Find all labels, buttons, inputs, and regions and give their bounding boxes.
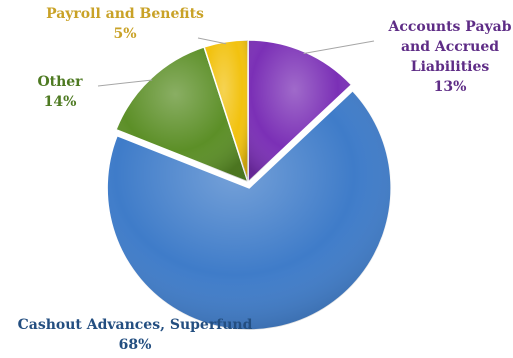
slice-label-line: and Accrued — [401, 39, 499, 55]
slice-label: Cashout Advances, Superfund 68% — [18, 317, 253, 353]
leader-line — [97, 79, 153, 87]
slice-percent: 5% — [113, 26, 136, 42]
slice-percent: 68% — [119, 337, 152, 353]
pie-slice-shading — [107, 90, 392, 330]
slice-percent: 13% — [434, 79, 467, 95]
pie-slice-shading — [204, 40, 248, 182]
slice-label: Accounts Payab and Accrued Liabilities 13% — [387, 19, 511, 95]
slice-label-line: Liabilities — [411, 59, 490, 75]
slice-label: Other 14% — [37, 74, 83, 110]
slice-label: Payroll and Benefits 5% — [46, 6, 204, 42]
slice-label-line: Accounts Payab — [387, 19, 511, 35]
leader-line — [197, 37, 227, 45]
slice-label-line: Cashout Advances, Superfund — [18, 317, 253, 333]
pie-slice-shading — [248, 40, 352, 182]
slice-percent: 14% — [44, 94, 77, 110]
leader-line — [303, 40, 375, 55]
slice-label-line: Payroll and Benefits — [46, 6, 204, 22]
slice-label-line: Other — [37, 74, 83, 90]
